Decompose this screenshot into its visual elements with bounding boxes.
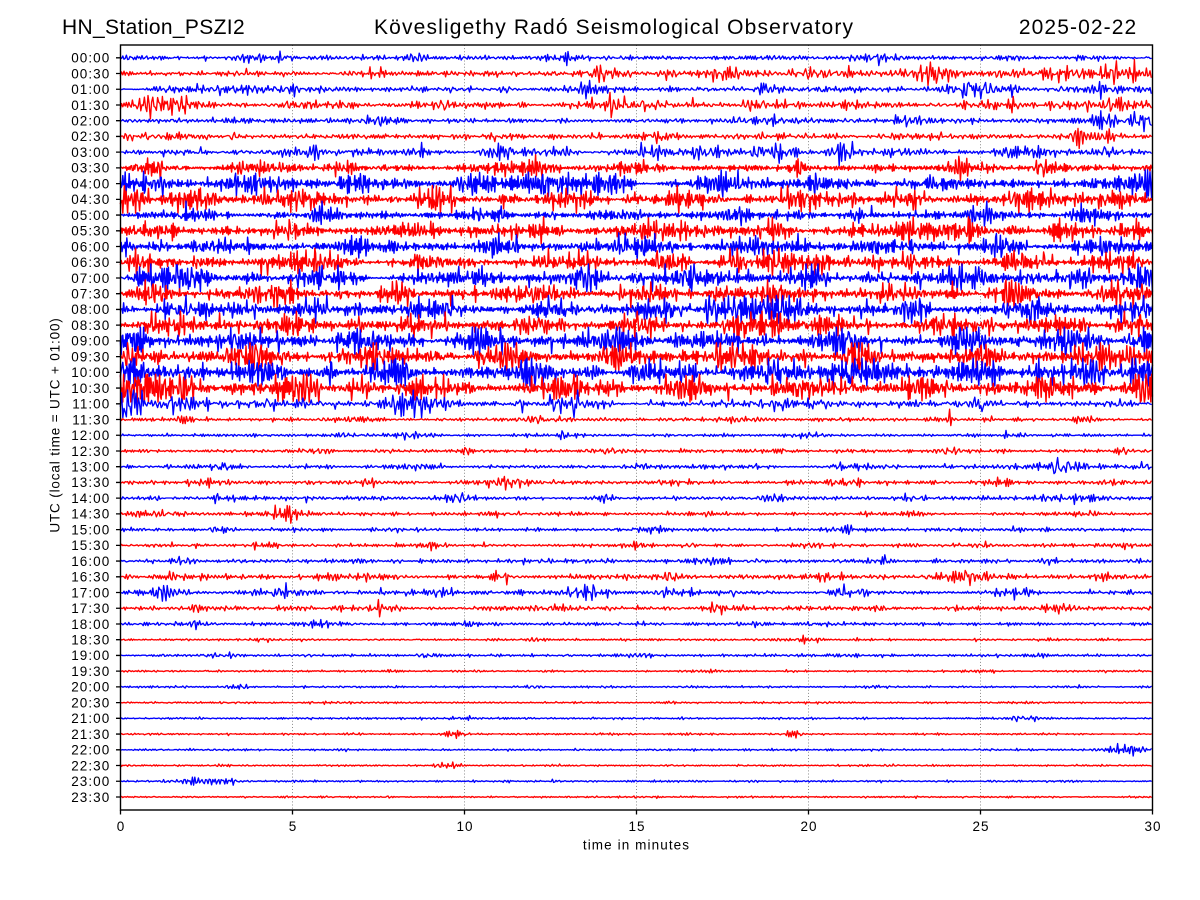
svg-text:17:00: 17:00 [71,585,110,600]
svg-text:23:00: 23:00 [71,774,110,789]
svg-text:21:00: 21:00 [71,711,110,726]
svg-text:14:30: 14:30 [71,507,110,522]
svg-text:15: 15 [628,819,645,834]
svg-text:05:00: 05:00 [71,208,110,223]
svg-text:22:00: 22:00 [71,743,110,758]
svg-text:13:30: 13:30 [71,475,110,490]
svg-text:03:00: 03:00 [71,145,110,160]
svg-text:02:30: 02:30 [71,129,110,144]
svg-text:09:30: 09:30 [71,349,110,364]
svg-text:01:00: 01:00 [71,82,110,97]
svg-text:03:30: 03:30 [71,161,110,176]
svg-text:22:30: 22:30 [71,758,110,773]
svg-text:0: 0 [117,819,126,834]
svg-text:time in minutes: time in minutes [583,838,690,853]
svg-text:07:00: 07:00 [71,271,110,286]
svg-text:2025-02-22: 2025-02-22 [1019,16,1137,39]
svg-text:02:00: 02:00 [71,114,110,129]
svg-text:00:00: 00:00 [71,51,110,66]
svg-text:10:00: 10:00 [71,365,110,380]
svg-text:18:30: 18:30 [71,633,110,648]
svg-text:16:00: 16:00 [71,554,110,569]
svg-text:07:30: 07:30 [71,287,110,302]
svg-text:Kövesligethy Radó Seismologica: Kövesligethy Radó Seismological Observat… [374,16,854,39]
svg-text:18:00: 18:00 [71,617,110,632]
svg-text:06:00: 06:00 [71,239,110,254]
svg-text:5: 5 [289,819,298,834]
svg-text:06:30: 06:30 [71,255,110,270]
svg-text:17:30: 17:30 [71,601,110,616]
svg-text:23:30: 23:30 [71,790,110,805]
svg-text:20: 20 [800,819,817,834]
svg-text:HN_Station_PSZI2: HN_Station_PSZI2 [62,16,245,39]
svg-text:04:00: 04:00 [71,176,110,191]
svg-text:UTC (local time = UTC + 01:00): UTC (local time = UTC + 01:00) [48,317,63,532]
svg-text:08:30: 08:30 [71,318,110,333]
svg-text:10: 10 [456,819,473,834]
svg-text:30: 30 [1144,819,1161,834]
svg-text:21:30: 21:30 [71,727,110,742]
svg-text:01:30: 01:30 [71,98,110,113]
svg-text:11:30: 11:30 [72,412,110,427]
svg-text:25: 25 [972,819,989,834]
svg-text:11:00: 11:00 [72,397,110,412]
svg-text:08:00: 08:00 [71,302,110,317]
svg-text:16:30: 16:30 [71,570,110,585]
svg-text:12:30: 12:30 [71,444,110,459]
svg-text:15:00: 15:00 [71,522,110,537]
svg-text:14:00: 14:00 [71,491,110,506]
svg-text:20:00: 20:00 [71,680,110,695]
svg-text:15:30: 15:30 [71,538,110,553]
svg-text:12:00: 12:00 [71,428,110,443]
svg-text:20:30: 20:30 [71,695,110,710]
svg-text:19:30: 19:30 [71,664,110,679]
svg-text:10:30: 10:30 [71,381,110,396]
svg-text:13:00: 13:00 [71,460,110,475]
svg-text:19:00: 19:00 [71,648,110,663]
svg-text:04:30: 04:30 [71,192,110,207]
svg-text:09:00: 09:00 [71,334,110,349]
svg-text:00:30: 00:30 [71,66,110,81]
svg-text:05:30: 05:30 [71,224,110,239]
